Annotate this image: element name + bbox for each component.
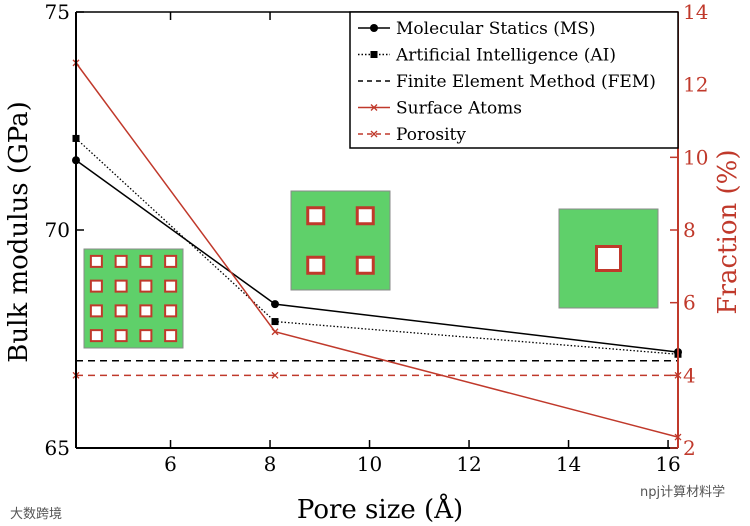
- inset-pore: [139, 304, 153, 318]
- inset-pore: [306, 255, 326, 275]
- y2-tick-label: 12: [683, 73, 708, 97]
- legend-marker: [370, 24, 378, 32]
- x-tick-label: 6: [164, 452, 177, 476]
- x-tick-label: 10: [357, 452, 382, 476]
- legend-entry-1: Artificial Intelligence (AI): [358, 46, 616, 66]
- data-point: [271, 328, 279, 336]
- x-tick-label: 8: [264, 452, 277, 476]
- inset-pore: [164, 254, 178, 268]
- inset-pore: [114, 279, 128, 293]
- legend-label: Finite Element Method (FEM): [396, 72, 656, 92]
- inset-pore: [89, 329, 103, 343]
- y2-tick-label: 6: [683, 291, 696, 315]
- y-tick-label: 65: [45, 436, 70, 460]
- legend-entry-2: Finite Element Method (FEM): [358, 72, 656, 92]
- inset-pore: [164, 329, 178, 343]
- inset-structure-2: [290, 190, 391, 291]
- legend-label: Porosity: [396, 125, 466, 145]
- y-tick-label: 75: [45, 0, 70, 24]
- inset-pore: [89, 254, 103, 268]
- inset-pore: [164, 304, 178, 318]
- watermark-left: 大数跨境: [10, 507, 62, 522]
- inset-block: [290, 190, 391, 291]
- legend-entry-0: Molecular Statics (MS): [358, 19, 596, 39]
- marker-stroke: [271, 328, 279, 336]
- legend-box: [349, 11, 679, 149]
- inset-pore: [139, 329, 153, 343]
- y2-axis-title: Fraction (%): [713, 150, 743, 315]
- inset-pore: [355, 206, 375, 226]
- y-axis-title: Bulk modulus (GPa): [4, 101, 34, 362]
- inset-pore: [595, 245, 622, 272]
- series-layer: [72, 59, 682, 441]
- marker-stroke: [370, 130, 378, 138]
- watermark-right: npj计算材料学: [640, 484, 725, 500]
- inset-pore: [114, 254, 128, 268]
- axes: 6 8 10 12 14 16 65 70 75 2 4 6 8 10 12 14: [45, 0, 709, 476]
- legend-entry-4: Porosity: [358, 125, 466, 145]
- x-tick-label: 16: [655, 452, 680, 476]
- legend-marker: [370, 130, 378, 138]
- inset-pore: [89, 279, 103, 293]
- y-tick-label: 70: [45, 218, 70, 242]
- x-tick-label: 12: [456, 452, 481, 476]
- inset-pore: [89, 304, 103, 318]
- x-tick-label: 14: [556, 452, 581, 476]
- series-4: [72, 371, 682, 379]
- x-axis-title: Pore size (Å): [297, 493, 463, 525]
- inset-structure-3: [558, 208, 659, 309]
- inset-pore: [164, 279, 178, 293]
- inset-pore: [139, 279, 153, 293]
- legend-entry-3: Surface Atoms: [358, 99, 522, 119]
- legend-label: Surface Atoms: [396, 99, 522, 119]
- y2-tick-label: 4: [683, 363, 696, 387]
- inset-structure-1: [83, 248, 184, 349]
- y2-tick-label: 10: [683, 145, 708, 169]
- marker-stroke: [271, 371, 279, 379]
- inset-pore: [355, 255, 375, 275]
- inset-pore: [306, 206, 326, 226]
- data-point: [271, 318, 279, 326]
- marker-stroke: [370, 104, 378, 111]
- y2-tick-label: 8: [683, 218, 696, 242]
- legend-label: Artificial Intelligence (AI): [395, 46, 616, 66]
- legend-label: Molecular Statics (MS): [396, 19, 596, 39]
- inset-pore: [114, 304, 128, 318]
- data-point: [271, 300, 280, 309]
- legend-marker: [370, 104, 378, 111]
- inset-pore: [139, 254, 153, 268]
- y2-tick-label: 2: [683, 436, 696, 460]
- structure-insets: [83, 190, 659, 349]
- legend-marker: [370, 51, 378, 58]
- data-point: [271, 371, 279, 379]
- series-0: [72, 156, 682, 357]
- y2-tick-label: 14: [683, 0, 708, 24]
- legend: Molecular Statics (MS) Artificial Intelli…: [349, 11, 679, 149]
- inset-pore: [114, 329, 128, 343]
